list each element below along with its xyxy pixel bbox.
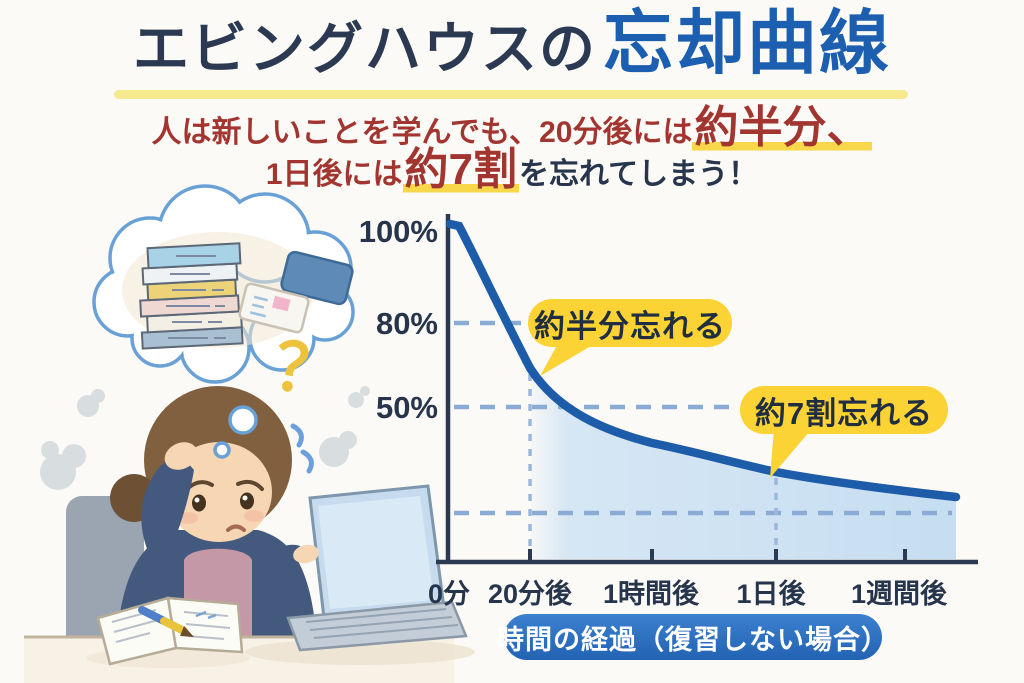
ytick-80: 80% [375,306,438,341]
smoke-puffs [40,386,370,490]
subtitle-line1: 人は新しいことを学んでも、20分後には約半分、 [0,103,1024,152]
pen-yellow-half [160,617,188,635]
laptop-keyboard [286,600,468,652]
question-mark: ？ [269,329,346,412]
eye-highlight [242,495,248,501]
xtick-20min: 20分後 [487,579,573,609]
hand-on-forehead [164,442,198,470]
right-eyebrow [236,479,264,491]
subtitle-line2: 1日後には約7割を忘れてしまう！ [0,145,1024,194]
callout-70-tail [770,428,810,478]
blue-book [280,250,354,306]
bangs [166,432,272,470]
title-underline [114,90,908,99]
subtitle-line2-lead: 1日後には [265,158,403,191]
right-eye [240,492,254,510]
left-eye [192,494,206,512]
white-book-cover-art [249,295,291,318]
arm-sleeve [141,454,194,570]
typing-hand [293,544,319,564]
x-axis-ticks [528,549,907,561]
page-title: エビングハウスの 忘却曲線 [0,4,1024,82]
book-spine-scribbles [166,255,226,339]
subtitle-line2-highlight: 約7割 [402,145,520,194]
sweat-drop [290,423,304,448]
callout-70-bubble: 約7割忘れる [740,386,948,434]
xtick-0min: 0分 [427,579,471,609]
subtitle-line1-highlight: 約半分、 [692,103,873,152]
pen-tip [180,626,194,637]
xaxis-caption-pill: 時間の経過（復習しない場合） [497,614,888,660]
forgetting-curve-chart [436,214,978,565]
title-main: エビングハウスの [133,16,597,80]
eye-highlight [194,497,200,503]
blush [244,510,264,522]
pen-blue-half [138,606,168,625]
xtick-1hour: 1時間後 [602,579,700,609]
keyboard-keys [305,608,459,639]
stressed-learner-illustration: ？ [24,184,475,683]
xtick-1week: 1週間後 [850,579,948,609]
subtitle-line1-text: 人は新しいことを学んでも、20分後には [151,116,693,149]
notebook-scribble [195,610,217,620]
frown-mouth [226,524,246,532]
title-accent: 忘却曲線 [603,4,891,82]
subtitle-line2-tail: を忘れてしまう！ [519,158,759,191]
callout-half-bubble: 約半分忘れる [528,299,732,347]
typing-arm [262,544,304,576]
xtick-1day: 1日後 [736,579,806,609]
forgetting-curve-line [445,219,961,502]
ytick-50: 50% [375,390,438,425]
ytick-100: 100% [358,214,438,249]
sweat-drop [300,449,314,474]
callout-half-tail [540,340,596,376]
laptop-display [318,496,434,609]
book-stack [139,242,244,350]
